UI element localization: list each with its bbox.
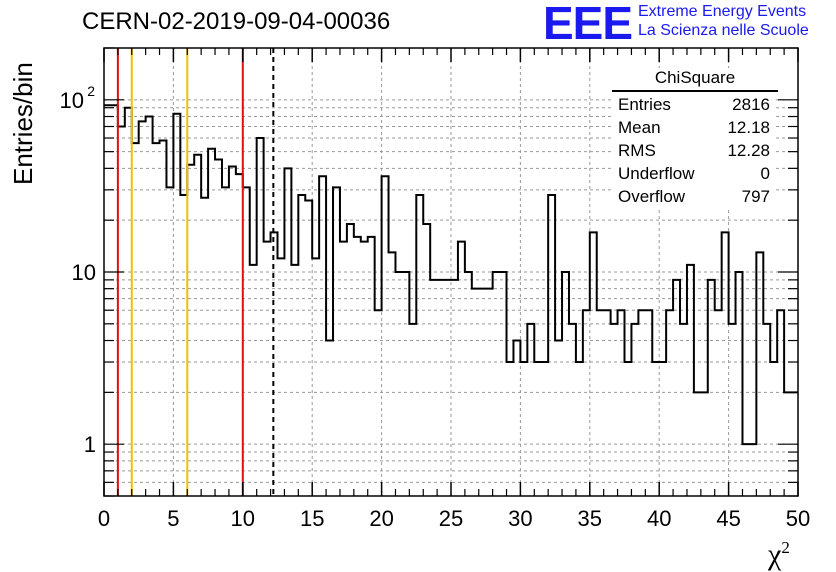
x-tick-label: 5 [167,506,179,531]
y-tick-label: 10 [60,88,84,113]
x-tick-label: 10 [231,506,255,531]
x-tick-label: 45 [716,506,740,531]
x-tick-label: 50 [786,506,810,531]
stats-row-underflow: Underflow 0 [612,162,776,185]
x-tick-label: 35 [578,506,602,531]
stats-row-mean: Mean 12.18 [612,116,776,139]
logo-caption: Extreme Energy Events La Scienza nelle S… [638,2,809,40]
y-tick-label: 1 [84,432,96,457]
stats-label: RMS [618,141,656,160]
stats-box: ChiSquare Entries 2816 Mean 12.18 RMS 12.28… [612,68,778,208]
stats-value: 2816 [732,95,770,114]
stats-row-rms: RMS 12.28 [612,139,776,162]
histogram-series [104,104,798,446]
stats-value: 0 [760,164,770,183]
x-axis-label-symbol: χ [768,538,782,571]
x-tick-label: 20 [369,506,393,531]
x-tick-label: 40 [647,506,671,531]
stats-value: 12.18 [727,118,770,137]
stats-label: Overflow [618,187,686,206]
x-axis-label-superscript: 2 [781,538,790,557]
x-tick-label: 15 [300,506,324,531]
logo-caption-line2: La Scienza nelle Scuole [638,22,809,39]
stats-label: Mean [618,118,661,137]
y-tick-label-exponent: 2 [87,83,95,99]
stats-label: Entries [618,95,671,114]
chart-title: CERN-02-2019-09-04-00036 [82,8,391,35]
x-axis-label: χ2 [768,538,790,572]
x-tick-label: 30 [508,506,532,531]
y-axis-label: Entries/bin [8,62,38,185]
logo-caption-line1: Extreme Energy Events [638,3,807,20]
stats-row-entries: Entries 2816 [612,93,776,116]
stats-value: 12.28 [727,141,770,160]
eee-logo: EEE [543,0,633,49]
stats-row-overflow: Overflow 797 [612,185,776,208]
y-tick-label: 10 [72,260,96,285]
x-tick-label: 0 [98,506,110,531]
x-tick-label: 25 [439,506,463,531]
stats-value: 797 [741,187,770,206]
stats-title: ChiSquare [612,68,778,92]
stats-label: Underflow [618,164,695,183]
